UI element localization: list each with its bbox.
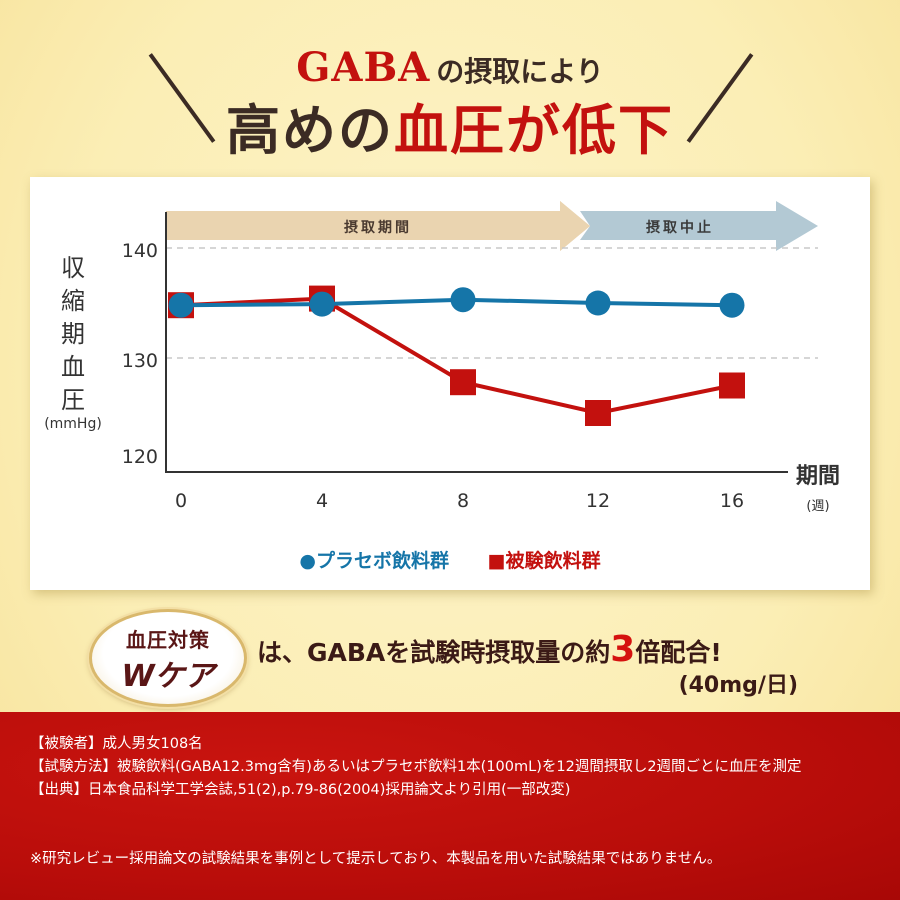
note-method: 【試験方法】被験飲料(GABA12.3mg含有)あるいはプラセボ飲料1本(100… bbox=[30, 759, 802, 775]
headline-line2-pre: 高めの bbox=[226, 98, 394, 162]
notes-band bbox=[0, 712, 900, 900]
claim-post: 倍配合! bbox=[635, 638, 722, 667]
headline-line1-rest: の摂取により bbox=[436, 55, 604, 88]
headline: GABA の摂取により 高めの血圧が低下 bbox=[0, 0, 900, 170]
product-badge: 血圧対策 Wケア bbox=[89, 609, 247, 707]
headline-line-2: 高めの血圧が低下 bbox=[0, 86, 900, 165]
disclaimer: ※研究レビュー採用論文の試験結果を事例として提示しており、本製品を用いた試験結果… bbox=[30, 851, 722, 867]
badge-line-2: Wケア bbox=[121, 659, 215, 694]
chart-legend: ●プラセボ飲料群 ■被験飲料群 bbox=[0, 546, 900, 573]
note-subjects: 【被験者】成人男女108名 bbox=[30, 736, 203, 752]
claim-dose: (40mg/日) bbox=[678, 673, 798, 698]
legend-placebo: ●プラセボ飲料群 bbox=[299, 550, 449, 572]
headline-gaba: GABA bbox=[296, 44, 431, 91]
badge-line-1: 血圧対策 bbox=[126, 628, 210, 652]
chart-panel bbox=[30, 177, 870, 590]
study-notes: 【被験者】成人男女108名 【試験方法】被験飲料(GABA12.3mg含有)ある… bbox=[30, 733, 880, 802]
legend-test: ■被験飲料群 bbox=[487, 550, 601, 572]
headline-line2-red: 血圧が低下 bbox=[394, 98, 674, 162]
headline-line-1: GABA の摂取により bbox=[0, 44, 900, 91]
claim-pre: は、GABAを試験時摂取量の約 bbox=[257, 638, 611, 667]
note-source: 【出典】日本食品科学工学会誌,51(2),p.79-86(2004)採用論文より… bbox=[30, 782, 571, 798]
claim-number: 3 bbox=[610, 629, 636, 670]
claim-text: は、GABAを試験時摂取量の約3倍配合! bbox=[257, 629, 722, 670]
